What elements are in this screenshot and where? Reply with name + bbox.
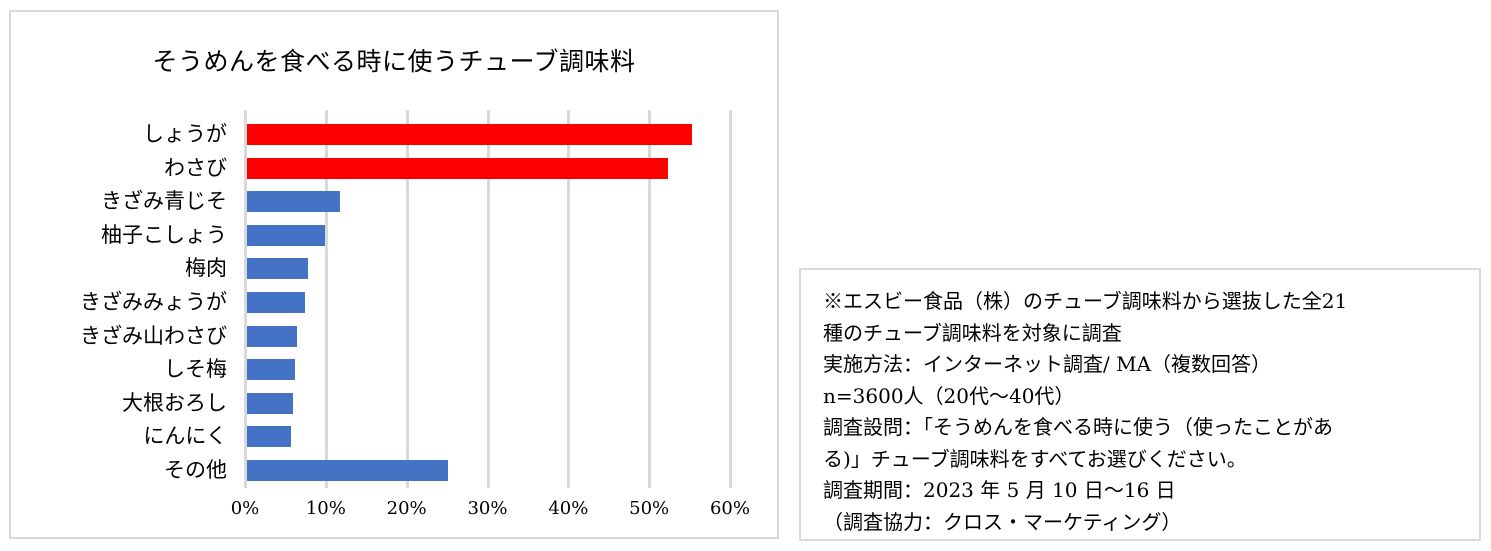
gridline (486, 110, 490, 488)
x-tick-label: 30% (467, 498, 508, 519)
bar (247, 325, 298, 347)
note-line: 種のチューブ調味料を対象に調査 (823, 320, 1122, 345)
bar (247, 258, 308, 280)
category-label: 柚子こしょう (101, 222, 227, 247)
gridline (648, 110, 652, 488)
gridline (567, 110, 571, 488)
bar (247, 392, 294, 414)
note-line: 調査設問：「そうめんを食べる時に使う（使ったことがあ (823, 415, 1333, 439)
bar-row (245, 185, 730, 219)
category-label: きざみ青じそ (101, 189, 227, 214)
category-label: きざみみょうが (80, 290, 227, 314)
bar-row (245, 420, 730, 454)
bar-row (245, 454, 730, 488)
note-line: る)」チューブ調味料をすべてお選びください。 (823, 446, 1247, 471)
gridline (405, 110, 409, 488)
chart-frame: そうめんを食べる時に使うチューブ調味料 0% 10% 20% 30% 40% 50% 60%… (9, 10, 779, 539)
bar-row (245, 353, 730, 387)
bar-row (245, 118, 730, 152)
note-line: n=3600人（20代〜40代） (823, 383, 1075, 408)
category-label: 大根おろし (122, 390, 227, 415)
bar-row (245, 152, 730, 186)
note-line: ※エスビー食品（株）のチューブ調味料から選抜した全21 (823, 289, 1348, 313)
x-tick-label: 10% (305, 498, 346, 519)
category-label: しょうが (143, 122, 227, 146)
x-tick-label: 60% (709, 498, 750, 519)
bar (247, 359, 295, 381)
note-line: （調査協力：クロス・マーケティング） (823, 509, 1182, 534)
category-label: きざみ山わさび (80, 323, 227, 348)
bar-row (245, 219, 730, 253)
category-label: 梅肉 (185, 256, 227, 281)
note-line: 調査期間：2023 年 5 月 10 日〜16 日 (823, 478, 1176, 502)
gridline (729, 110, 732, 488)
bar-row (245, 387, 730, 421)
gridline (244, 110, 247, 488)
bar (247, 224, 326, 246)
plot-area (244, 110, 732, 488)
category-label: にんにく (143, 424, 227, 449)
gridline (324, 110, 328, 488)
category-label: しそ梅 (164, 357, 227, 382)
bar (247, 124, 692, 145)
x-tick-label: 40% (548, 498, 589, 519)
x-tick-label: 20% (386, 498, 427, 519)
bar-row (245, 252, 730, 286)
survey-note-text: ※エスビー食品（株）のチューブ調味料から選抜した全21 種のチューブ調味料を対象に… (823, 286, 1461, 538)
x-tick-label: 0% (230, 498, 260, 519)
category-label: わさび (164, 155, 227, 180)
bar-row (245, 320, 730, 354)
category-label: その他 (164, 458, 227, 482)
bar (247, 426, 291, 448)
bar (247, 292, 306, 313)
bar (247, 460, 449, 481)
note-line: 実施方法：インターネット調査/ MA（複数回答） (823, 352, 1272, 376)
bar (247, 191, 340, 213)
chart-title: そうめんを食べる時に使うチューブ調味料 (152, 47, 636, 76)
bar (247, 157, 669, 179)
bar-row (245, 286, 730, 320)
survey-note-box: ※エスビー食品（株）のチューブ調味料から選抜した全21 種のチューブ調味料を対象に… (799, 268, 1481, 541)
x-tick-label: 50% (629, 498, 670, 519)
